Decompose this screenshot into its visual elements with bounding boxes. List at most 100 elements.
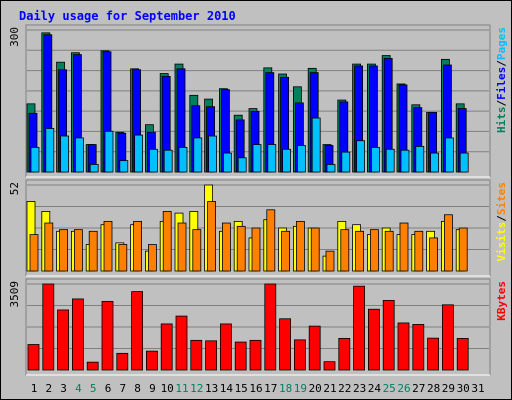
x-tick-label: 14: [220, 382, 234, 395]
bar-pages: [163, 149, 173, 173]
bar-kbytes: [323, 361, 336, 371]
bar-pages: [267, 144, 277, 173]
x-tick-label: 21: [323, 382, 336, 395]
bar-sites: [369, 229, 379, 272]
bar-pages: [341, 151, 351, 173]
bar-kbytes: [219, 323, 232, 371]
bar-pages: [30, 146, 40, 173]
bar-sites: [443, 214, 453, 272]
bar-kbytes: [131, 291, 144, 371]
bar-pages: [237, 157, 247, 173]
bar-pages: [385, 148, 395, 173]
bar-kbytes: [338, 337, 351, 371]
bar-pages: [430, 152, 440, 173]
bar-kbytes: [293, 339, 306, 371]
legend-hits: Hits: [495, 107, 508, 134]
x-tick-label: 16: [249, 382, 262, 395]
x-tick-label: 24: [368, 382, 382, 395]
bar-pages: [193, 137, 203, 173]
bar-sites: [44, 222, 54, 272]
x-tick-label: 11: [175, 382, 188, 395]
bar-kbytes: [116, 352, 129, 371]
bar-pages: [119, 160, 129, 173]
bar-kbytes: [160, 323, 173, 371]
legend: Hits/Files/Pages: [495, 27, 508, 133]
bar-kbytes: [397, 322, 410, 371]
bar-kbytes: [367, 308, 380, 371]
x-tick-label: 7: [119, 382, 126, 395]
legend-sites: Sites: [495, 182, 508, 215]
x-tick-label: 4: [75, 382, 82, 395]
bar-sites: [384, 230, 394, 272]
x-tick-label: 12: [190, 382, 203, 395]
bar-kbytes: [382, 299, 395, 371]
bar-kbytes: [175, 315, 188, 371]
bar-kbytes: [72, 298, 84, 371]
x-tick-label: 17: [264, 382, 277, 395]
bar-pages: [400, 149, 410, 173]
bar-sites: [325, 250, 335, 272]
y-axis-max-label: 52: [8, 182, 21, 195]
legend-separator: /: [495, 60, 508, 67]
x-tick-label: 25: [383, 382, 396, 395]
y-axis-max-label: 300: [8, 27, 21, 47]
x-tick-label: 6: [105, 382, 112, 395]
bar-kbytes: [86, 361, 99, 371]
bar-pages: [459, 152, 469, 173]
bar-pages: [252, 144, 262, 173]
legend-separator: /: [495, 215, 508, 222]
x-tick-label: 31: [471, 382, 484, 395]
bar-pages: [208, 135, 218, 173]
bar-pages: [134, 134, 144, 173]
day-tick-labels: 1 2 3 4 5 6 7 8 9 10 11 12 13 14 15 16 17 18 19 20 21 22 23 24 2…: [31, 382, 485, 395]
bar-pages: [45, 128, 55, 173]
x-tick-label: 23: [353, 382, 366, 395]
bar-sites: [399, 222, 409, 272]
x-tick-label: 8: [134, 382, 141, 395]
x-tick-label: 9: [149, 382, 156, 395]
bar-pages: [296, 145, 306, 173]
x-tick-label: 18: [279, 382, 292, 395]
bar-kbytes: [27, 344, 40, 371]
bar-kbytes: [441, 304, 454, 371]
chart-title: Daily usage for September 2010: [19, 9, 236, 23]
bar-kbytes: [101, 300, 114, 371]
bar-sites: [133, 220, 143, 272]
bar-pages: [370, 146, 380, 173]
x-tick-label: 30: [457, 382, 470, 395]
bar-kbytes: [42, 283, 55, 371]
bar-pages: [326, 164, 336, 173]
bar-pages: [60, 135, 69, 173]
bar-pages: [178, 146, 188, 173]
bar-kbytes: [145, 350, 158, 371]
bar-sites: [74, 229, 83, 272]
bar-sites: [59, 229, 68, 272]
bar-sites: [251, 227, 261, 272]
bar-pages: [148, 148, 158, 173]
x-tick-label: 10: [161, 382, 174, 395]
bar-kbytes: [308, 325, 321, 371]
bar-pages: [311, 117, 321, 173]
legend: KBytes: [495, 281, 508, 321]
bar-sites: [236, 225, 246, 272]
x-tick-label: 15: [235, 382, 248, 395]
x-tick-label: 1: [31, 382, 38, 395]
bar-pages: [75, 137, 84, 173]
x-tick-label: 2: [45, 382, 52, 395]
bar-kbytes: [427, 337, 440, 371]
bar-pages: [415, 146, 425, 173]
x-tick-label: 5: [90, 382, 97, 395]
bar-pages: [104, 130, 114, 173]
bar-sites: [429, 237, 439, 272]
legend-separator: /: [495, 100, 508, 107]
bar-sites: [281, 230, 291, 272]
legend: Visits/Sites: [495, 182, 508, 262]
bar-pages: [444, 137, 454, 173]
x-tick-label: 27: [412, 382, 425, 395]
bar-pages: [356, 140, 366, 173]
bar-sites: [207, 201, 217, 272]
x-tick-label: 13: [205, 382, 218, 395]
bar-sites: [88, 230, 98, 272]
bar-kbytes: [234, 341, 247, 371]
